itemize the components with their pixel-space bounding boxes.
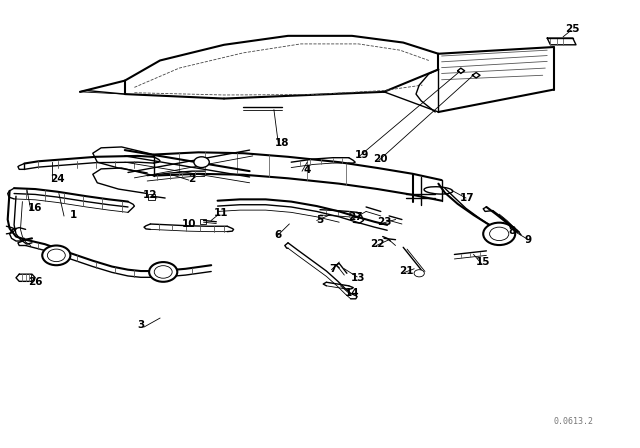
Text: 8: 8	[508, 226, 516, 236]
Circle shape	[194, 157, 209, 168]
Text: 4: 4	[303, 165, 311, 175]
Text: 5: 5	[316, 215, 324, 224]
Circle shape	[414, 270, 424, 277]
Circle shape	[42, 246, 70, 265]
Circle shape	[149, 262, 177, 282]
Text: 18: 18	[275, 138, 289, 148]
Circle shape	[483, 223, 515, 245]
Text: 13: 13	[351, 273, 365, 283]
Text: 21: 21	[399, 266, 413, 276]
Text: 0.0613.2: 0.0613.2	[554, 418, 594, 426]
Text: 12: 12	[143, 190, 157, 200]
Text: 7: 7	[329, 264, 337, 274]
Text: 11: 11	[214, 208, 228, 218]
Text: 9: 9	[524, 235, 532, 245]
Text: 10: 10	[182, 219, 196, 229]
Text: 25: 25	[566, 24, 580, 34]
Text: 6: 6	[275, 230, 282, 240]
Text: 19: 19	[355, 150, 369, 159]
Text: 27: 27	[348, 212, 362, 222]
Bar	[148, 194, 155, 200]
Text: 15: 15	[476, 257, 490, 267]
Text: 22: 22	[371, 239, 385, 249]
Text: 17: 17	[460, 193, 474, 203]
Text: 2: 2	[188, 174, 196, 184]
Text: 14: 14	[345, 289, 359, 298]
Text: 24: 24	[51, 174, 65, 184]
Text: 1: 1	[70, 210, 77, 220]
Text: 16: 16	[28, 203, 42, 213]
Text: 26: 26	[28, 277, 42, 287]
Text: 23: 23	[377, 217, 391, 227]
Text: 20: 20	[374, 154, 388, 164]
Text: 3: 3	[137, 320, 145, 330]
Bar	[200, 219, 206, 224]
